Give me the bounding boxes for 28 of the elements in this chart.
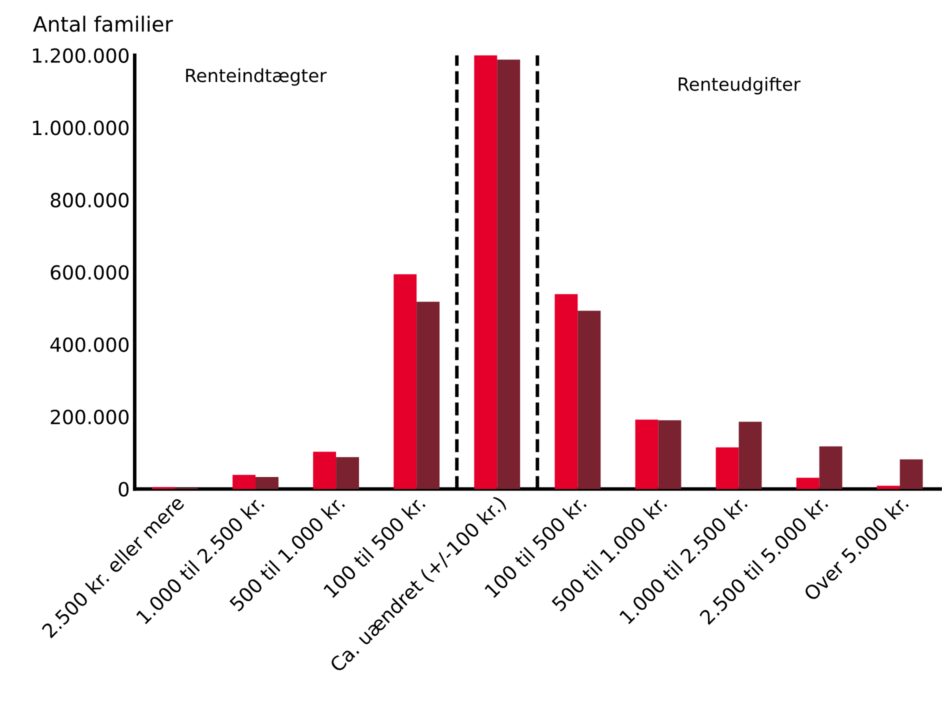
annotation: Renteindtægter [186,68,327,86]
y-tick-label: 200.000 [50,410,129,424]
bar [497,60,520,489]
bar [635,420,658,489]
bar [796,478,820,489]
bar [336,457,360,489]
bar [554,294,578,489]
bar [716,447,739,489]
bar [658,420,682,489]
bar [578,310,601,489]
bar [474,55,498,489]
y-tick-label: 0 [118,482,129,497]
bar [738,422,762,489]
y-tick-label: 1.200.000 [33,48,129,63]
bar [819,446,842,489]
y-axis-title: Antal familier [33,16,173,32]
bar [232,474,256,489]
bar [416,302,440,489]
bar [876,486,900,489]
bar [313,452,336,489]
y-tick-label: 600.000 [50,265,129,280]
y-tick-label: 1.000.000 [33,120,129,136]
y-tick-label: 400.000 [50,337,129,352]
y-tick-label: 800.000 [50,192,129,208]
bar [394,274,417,489]
bar [900,459,923,489]
annotation: Renteudgifter [678,76,801,94]
bar [256,477,278,489]
